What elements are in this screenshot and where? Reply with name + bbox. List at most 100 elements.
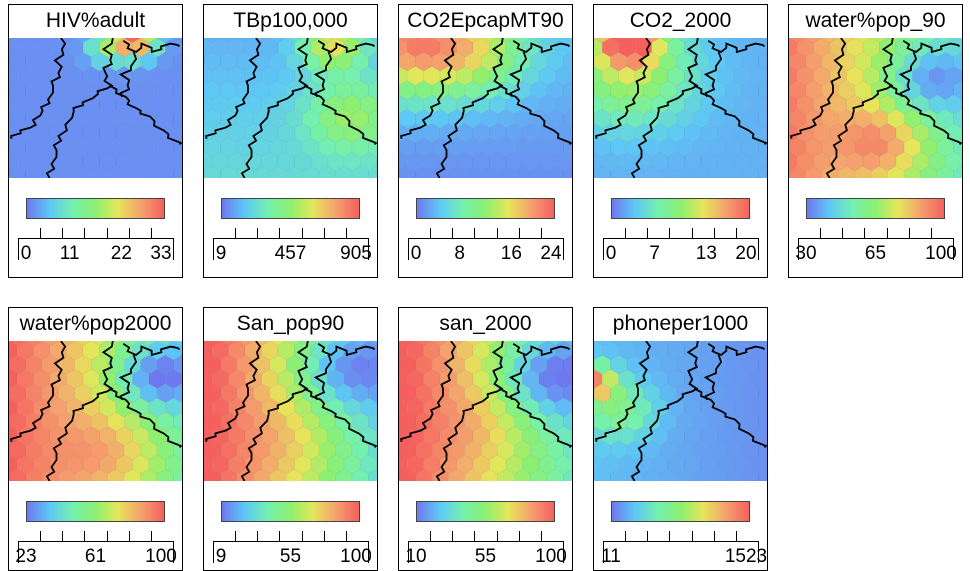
map-cell [610,341,628,347]
map-cell [269,165,287,178]
map-cell [448,468,466,481]
map-cell [318,468,336,481]
map-cell [805,165,823,178]
axis-tick [647,228,649,238]
som-hexagon-map [204,341,377,481]
axis-tick [235,228,237,238]
map-cell [594,341,611,347]
map-cell [335,38,353,44]
panel-title: phoneper1000 [612,312,749,335]
map-cell [513,468,531,481]
colorbar-axis [603,541,758,542]
map-cell [708,341,726,347]
cluster-boundary [108,84,182,146]
axis-tick [128,531,130,541]
axis-tick [953,238,954,260]
cluster-boundary [303,84,377,146]
axis-tick [647,531,649,541]
colorbar [611,501,750,522]
map-cell [74,38,92,44]
map-cell [140,165,158,178]
colorbar [221,198,360,219]
cluster-boundary [317,40,376,54]
map-cell [25,468,43,481]
axis-tick [84,228,86,238]
map-cell [530,38,548,44]
map-cell [903,38,921,44]
map-cell [676,341,693,347]
colorbar-axis [18,541,173,542]
map-cell [107,468,125,481]
map-cell [335,165,353,178]
cluster-boundary [45,38,114,178]
axis-tick [279,531,281,541]
tick-label: 100 [925,243,957,264]
cluster-boundary [205,38,262,139]
tick-label: 55 [474,546,497,567]
component-plane-panel: CO2_2000 0 7 13 20 [593,0,768,278]
tick-label: 55 [279,546,302,567]
map-cell [610,468,628,481]
map-cell [415,468,433,481]
tick-label: 0 [605,243,617,264]
som-hexagon-map [9,38,182,178]
axis-tick [518,531,520,541]
cluster-boundary [790,38,847,139]
colorbar [221,501,360,522]
map-cell [415,38,433,44]
map-cell [594,468,611,481]
map-cell [708,468,726,481]
axis-tick [345,228,347,238]
map-cell [74,341,92,347]
cluster-boundary [825,38,894,178]
map-cell [173,341,182,347]
map-cell [676,165,693,178]
colorbar-axis [798,238,953,239]
map-cell [563,341,572,347]
map-cell [9,468,26,481]
map-cell [140,468,158,481]
map-cell [368,468,377,481]
map-cell [626,38,644,44]
cluster-boundary [707,343,766,357]
axis-tick [18,541,19,563]
cluster-boundary [630,341,699,481]
axis-tick [474,228,476,238]
axis-tick [408,541,409,563]
axis-tick [563,238,564,260]
map-cell [351,468,369,481]
map-cell [530,341,548,347]
tick-label: 22 [110,243,132,264]
map-cell [708,165,726,178]
axis-tick [540,228,542,238]
map-cell [594,38,611,44]
map-cell [920,165,938,178]
colorbar [26,501,165,522]
map-cell [220,468,238,481]
cluster-boundary [703,51,723,98]
tick-label: 11 [601,546,621,567]
map-cell [220,341,238,347]
som-hexagon-map [204,38,377,178]
map-cell [481,341,498,347]
tick-label: 33 [150,243,172,264]
map-cell [789,38,806,44]
cluster-boundary [508,51,528,98]
axis-tick [735,531,737,541]
tick-label: 0 [410,243,422,264]
colorbar [806,198,945,219]
map-cell [335,468,353,481]
axis-tick [40,531,42,541]
map-cell [659,341,677,347]
map-cell [9,38,26,44]
axis-tick [257,228,259,238]
map-cell [269,38,287,44]
cluster-boundary [595,341,652,442]
colorbar [611,198,750,219]
tick-label: 9 [215,243,227,264]
map-cell [25,38,43,44]
cluster-boundary [10,341,67,442]
map-cell [676,468,693,481]
cluster-boundary [400,38,457,139]
